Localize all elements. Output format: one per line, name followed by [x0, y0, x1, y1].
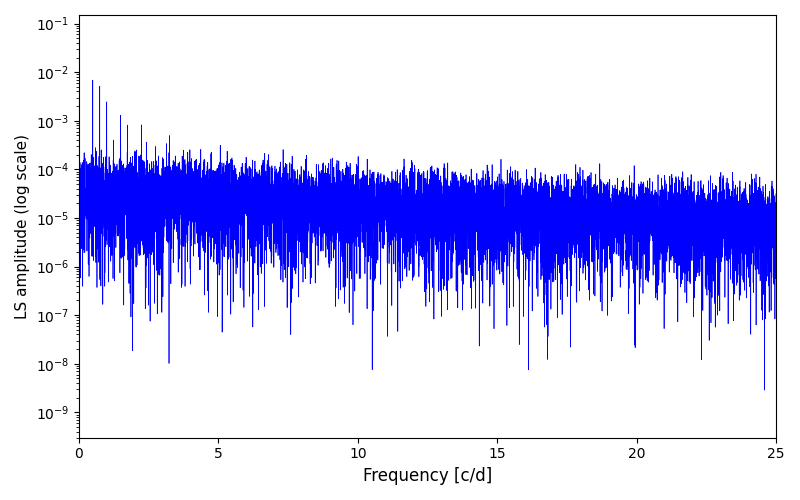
- Y-axis label: LS amplitude (log scale): LS amplitude (log scale): [15, 134, 30, 319]
- X-axis label: Frequency [c/d]: Frequency [c/d]: [363, 467, 492, 485]
